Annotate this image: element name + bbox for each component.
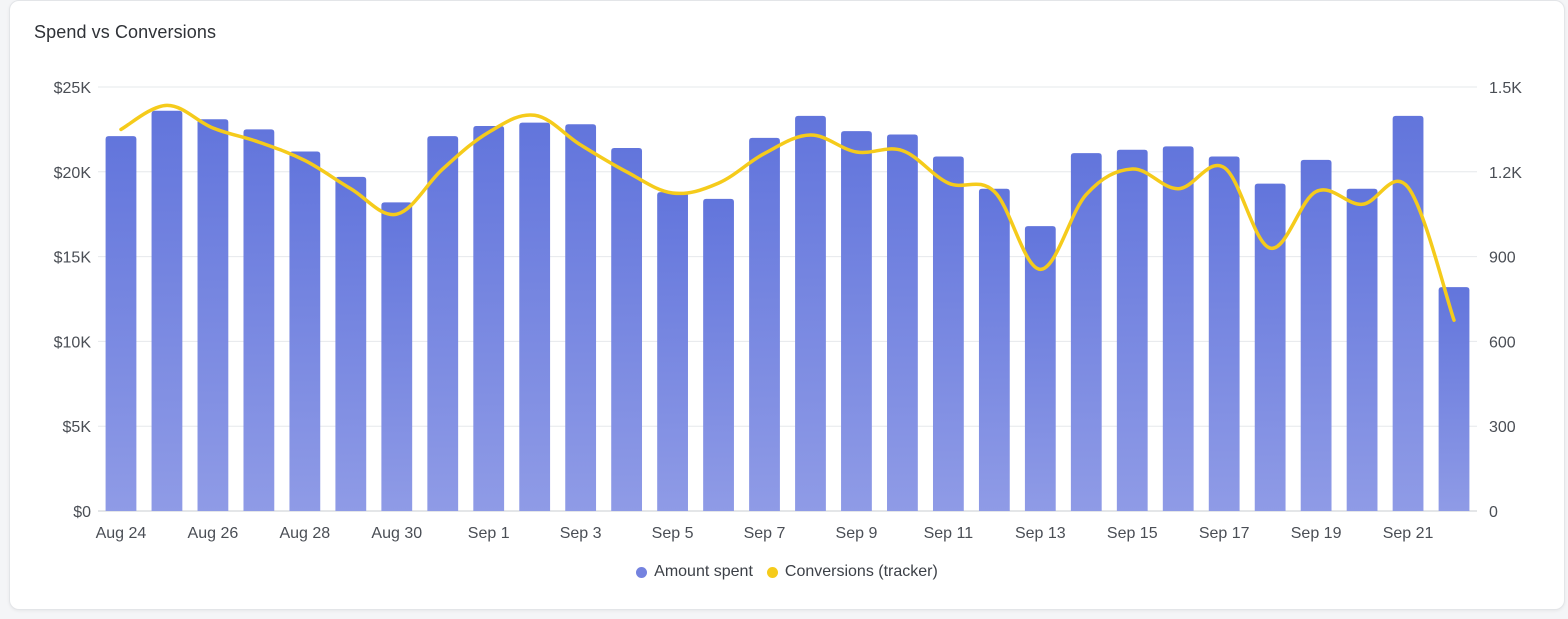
bar-series: [105, 110, 1470, 512]
bar[interactable]: [611, 148, 643, 511]
bar[interactable]: [151, 110, 183, 511]
bar[interactable]: [197, 119, 229, 511]
bar[interactable]: [1070, 153, 1102, 512]
legend-item-amount-spent[interactable]: Amount spent: [636, 563, 753, 581]
bar[interactable]: [1208, 156, 1240, 511]
x-axis-tick-label: Sep 1: [468, 525, 510, 542]
right-axis-tick-label: 1.5K: [1489, 80, 1522, 97]
grid-lines: [98, 86, 1477, 512]
right-axis-tick-label: 1.2K: [1489, 165, 1522, 182]
chart-legend: Amount spent Conversions (tracker): [10, 563, 1564, 581]
legend-marker-amount-spent: [636, 566, 648, 578]
x-axis-ticks: Aug 24 Aug 26 Aug 28 Aug 30 Sep 1 Sep 3 Sep 5 S…: [96, 525, 1434, 542]
bar[interactable]: [1346, 188, 1378, 511]
bar[interactable]: [243, 129, 275, 511]
x-axis-tick-label: Aug 26: [188, 525, 239, 542]
bar[interactable]: [1300, 159, 1332, 512]
bar[interactable]: [841, 131, 872, 511]
bar[interactable]: [887, 134, 918, 511]
x-axis-tick-label: Sep 7: [744, 525, 786, 542]
bar[interactable]: [932, 156, 964, 511]
bar[interactable]: [703, 198, 734, 511]
x-axis-tick-label: Aug 28: [279, 525, 330, 542]
bar[interactable]: [105, 136, 137, 511]
x-axis-tick-label: Sep 9: [836, 525, 878, 542]
x-axis-tick-label: Sep 21: [1383, 525, 1434, 542]
x-axis-tick-label: Sep 17: [1199, 525, 1250, 542]
x-axis-tick-label: Aug 30: [371, 525, 422, 542]
bar[interactable]: [473, 126, 505, 512]
left-axis-tick-label: $15K: [54, 250, 92, 267]
legend-label-conversions: Conversions (tracker): [784, 563, 938, 580]
conversions-line[interactable]: [119, 103, 1456, 322]
right-axis-ticks: 0 300 600 900 1.2K 1.5K: [1489, 80, 1522, 521]
left-axis-tick-label: $25K: [54, 80, 92, 97]
bar[interactable]: [427, 136, 459, 511]
bar[interactable]: [749, 137, 780, 511]
chart-card: Spend vs Conversions $0 $5K $10K $15K $20K $2…: [9, 0, 1565, 610]
right-axis-tick-label: 900: [1489, 250, 1516, 267]
bar[interactable]: [1254, 183, 1286, 511]
left-axis-tick-label: $10K: [54, 334, 92, 351]
bar[interactable]: [1392, 115, 1424, 511]
bar[interactable]: [565, 124, 597, 511]
bar[interactable]: [657, 192, 688, 512]
bar[interactable]: [519, 122, 551, 511]
line-series: [119, 103, 1456, 322]
bar[interactable]: [335, 176, 367, 511]
left-axis-tick-label: $5K: [63, 419, 92, 436]
bar[interactable]: [1116, 149, 1148, 511]
x-axis-tick-label: Aug 24: [96, 525, 147, 542]
x-axis-tick-label: Sep 5: [652, 525, 694, 542]
bar[interactable]: [978, 188, 1010, 511]
left-axis-tick-label: $20K: [54, 165, 92, 182]
x-axis-tick-label: Sep 13: [1015, 525, 1066, 542]
right-axis-tick-label: 600: [1489, 334, 1516, 351]
x-axis-tick-label: Sep 15: [1107, 525, 1158, 542]
left-axis-ticks: $0 $5K $10K $15K $20K $25K: [54, 80, 92, 521]
legend-label-amount-spent: Amount spent: [654, 563, 753, 580]
legend-marker-conversions: [766, 566, 778, 578]
bar[interactable]: [1024, 226, 1056, 511]
bar[interactable]: [381, 202, 413, 511]
x-axis-tick-label: Sep 11: [924, 525, 974, 542]
bar[interactable]: [1162, 146, 1194, 512]
x-axis-tick-label: Sep 19: [1291, 525, 1342, 542]
chart-title: Spend vs Conversions: [34, 22, 217, 42]
right-axis-tick-label: 300: [1489, 419, 1516, 436]
legend-item-conversions[interactable]: Conversions (tracker): [766, 563, 938, 581]
bar[interactable]: [795, 115, 826, 511]
right-axis-tick-label: 0: [1489, 504, 1498, 521]
bar[interactable]: [1438, 287, 1470, 511]
bar[interactable]: [289, 151, 321, 511]
spend-conversions-chart: $0 $5K $10K $15K $20K $25K 0 300 600 900 1.2K 1.5K…: [54, 80, 1523, 542]
left-axis-tick-label: $0: [73, 504, 91, 521]
x-axis-tick-label: Sep 3: [560, 525, 602, 542]
